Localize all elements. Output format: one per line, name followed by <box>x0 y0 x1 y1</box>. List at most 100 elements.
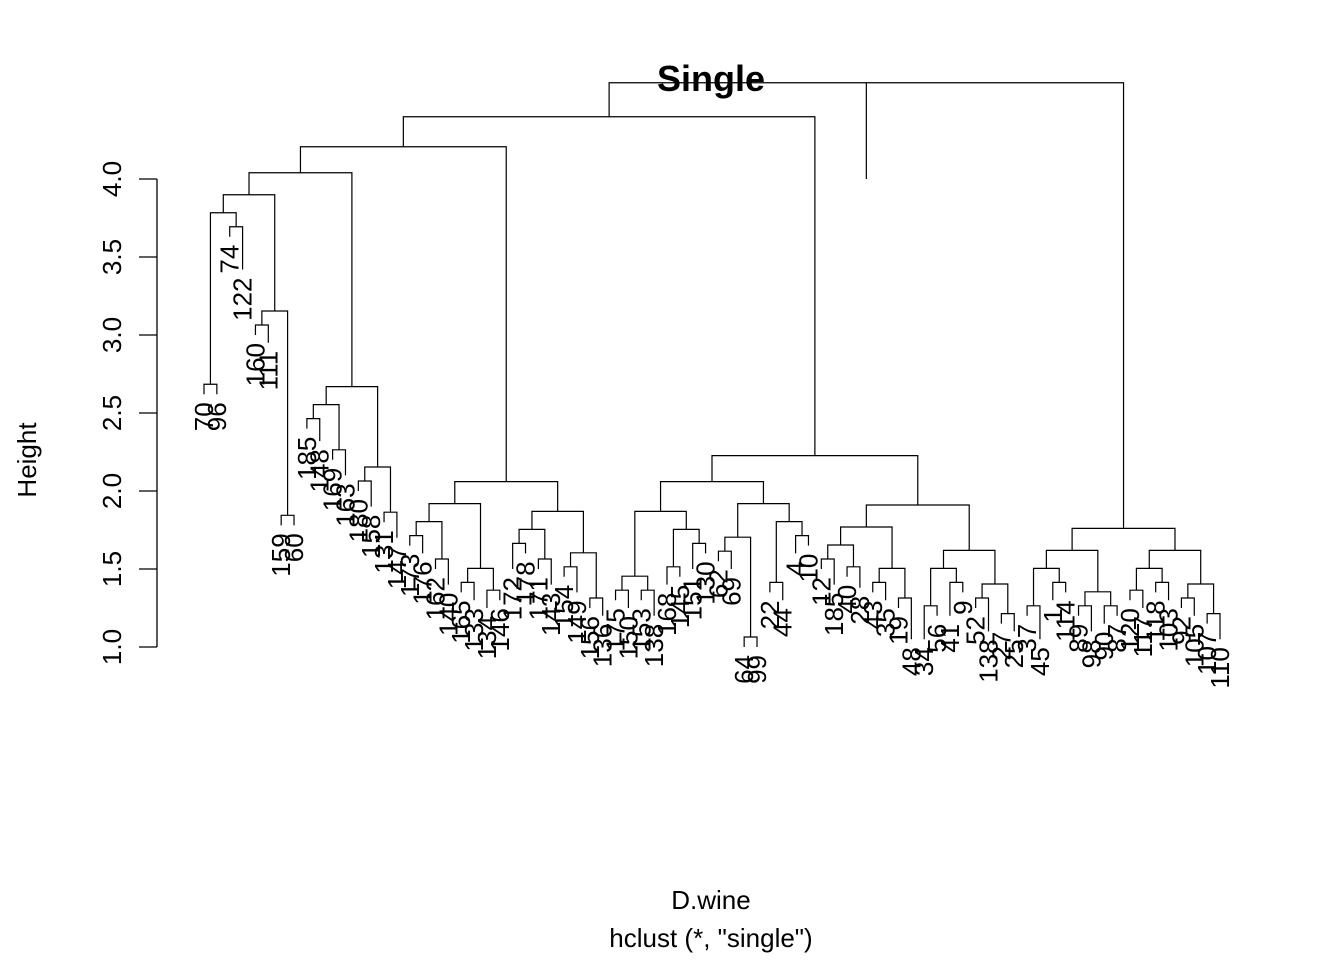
x-axis-label: D.wine <box>671 885 750 915</box>
leaf-label: 25 <box>999 639 1029 668</box>
merge-link <box>827 544 855 567</box>
merge-link <box>1135 567 1163 591</box>
leaf-label: 122 <box>228 277 258 320</box>
leaf-label: 90 <box>1089 632 1119 661</box>
leaf-label: 136 <box>588 624 618 667</box>
leaf-label: 156 <box>575 616 605 659</box>
leaf-label: 173 <box>395 554 425 597</box>
leaf-label: 56 <box>922 624 952 653</box>
y-tick-label: 3.0 <box>97 317 127 353</box>
leaf-label: 111 <box>253 351 283 391</box>
leaf-label: 69 <box>716 577 746 606</box>
leaf-label: 52 <box>961 616 991 645</box>
leaf-label: 171 <box>523 577 553 620</box>
leaf-label: 169 <box>318 468 348 511</box>
leaf-label: 27 <box>986 632 1016 661</box>
merge-link <box>711 455 919 505</box>
leaf-label: 138 <box>974 639 1004 682</box>
merge-link <box>794 535 810 554</box>
leaf-label: 147 <box>382 546 412 589</box>
leaf-label: 64 <box>729 655 759 684</box>
merge-link <box>1187 583 1215 614</box>
leaf-label: 103 <box>1154 608 1184 651</box>
y-tick-label: 4.0 <box>97 161 127 197</box>
merge-link <box>280 514 295 526</box>
leaf-label: 12 <box>806 577 836 606</box>
leaf-label: 131 <box>369 530 399 573</box>
leaf-label: 1 <box>1038 608 1068 622</box>
leaf-label: 28 <box>845 596 875 625</box>
leaf-label: 44 <box>768 608 798 637</box>
leaf-label: 130 <box>691 561 721 604</box>
leaf-labels: 7096741221601111596018514816916318015813… <box>189 245 1235 689</box>
leaf-label: 168 <box>652 593 682 636</box>
leaf-label: 138 <box>639 624 669 667</box>
merge-link <box>621 575 649 591</box>
merge-link <box>1045 549 1099 592</box>
leaf-label: 180 <box>343 499 373 542</box>
merge-link <box>743 636 758 647</box>
leaf-label: 43 <box>858 600 888 629</box>
merge-link <box>840 526 893 569</box>
leaf-label: 92 <box>1166 616 1196 645</box>
leaf-label: 185 <box>292 437 322 480</box>
leaf-label: 9 <box>948 600 978 614</box>
merge-link <box>203 383 218 395</box>
y-tick-label: 2.0 <box>97 473 127 509</box>
merge-link <box>981 583 1009 614</box>
leaf-label: 185 <box>819 593 849 636</box>
leaf-label: 60 <box>279 533 309 562</box>
leaf-label: 175 <box>601 608 631 651</box>
leaf-label: 151 <box>678 577 708 620</box>
leaf-label: 37 <box>1012 624 1042 653</box>
merge-link <box>299 146 507 482</box>
leaf-label: 107 <box>1192 632 1222 675</box>
y-tick-label: 1.5 <box>97 551 127 587</box>
merge-link <box>614 589 630 608</box>
leaf-label: 74 <box>215 245 245 274</box>
y-axis: 1.0 1.5 2.0 2.5 3.0 3.5 4.0 <box>97 161 158 665</box>
merge-link <box>659 481 765 512</box>
leaf-label: 96 <box>202 402 232 431</box>
merge-link <box>415 521 443 559</box>
leaf-label: 162 <box>420 577 450 620</box>
leaf-label: 172 <box>498 577 528 620</box>
leaf-label: 45 <box>1025 647 1055 676</box>
merge-link <box>737 503 790 538</box>
leaf-label: 118 <box>1141 600 1171 641</box>
merge-link <box>254 324 269 343</box>
leaf-label: 178 <box>511 561 541 604</box>
leaf-label: 70 <box>189 402 219 431</box>
leaf-label: 87 <box>1102 624 1132 653</box>
merge-link <box>672 528 700 567</box>
leaf-label: 35 <box>871 608 901 637</box>
y-axis-label: Height <box>12 422 42 498</box>
merge-link <box>531 510 584 553</box>
leaf-label: 105 <box>1179 624 1209 667</box>
leaf-label: 158 <box>356 515 386 558</box>
leaf-label: 98 <box>1076 639 1106 668</box>
leaf-label: 145 <box>665 585 695 628</box>
merge-link <box>1148 549 1202 584</box>
merge-link <box>467 567 494 591</box>
leaf-label: 134 <box>472 616 502 659</box>
merge-link <box>1155 581 1170 601</box>
leaf-label: 99 <box>742 655 772 684</box>
leaf-label: 40 <box>832 585 862 614</box>
leaf-label: 4 <box>781 561 811 575</box>
leaf-label: 34 <box>909 647 939 676</box>
leaf-label: 149 <box>562 600 592 643</box>
leaf-label: 120 <box>1115 608 1145 651</box>
leaf-label: 153 <box>626 608 656 651</box>
leaf-label: 110 <box>1205 647 1235 688</box>
leaf-label: 114 <box>1051 600 1081 641</box>
merge-link <box>865 504 970 551</box>
leaf-label: 150 <box>613 616 643 659</box>
leaf-label: 41 <box>935 624 965 653</box>
merge-link <box>846 566 861 588</box>
leaf-label: 62 <box>703 569 733 598</box>
leaf-label: 154 <box>549 585 579 628</box>
y-tick-label: 3.5 <box>97 239 127 275</box>
leaf-label: 159 <box>266 533 296 576</box>
